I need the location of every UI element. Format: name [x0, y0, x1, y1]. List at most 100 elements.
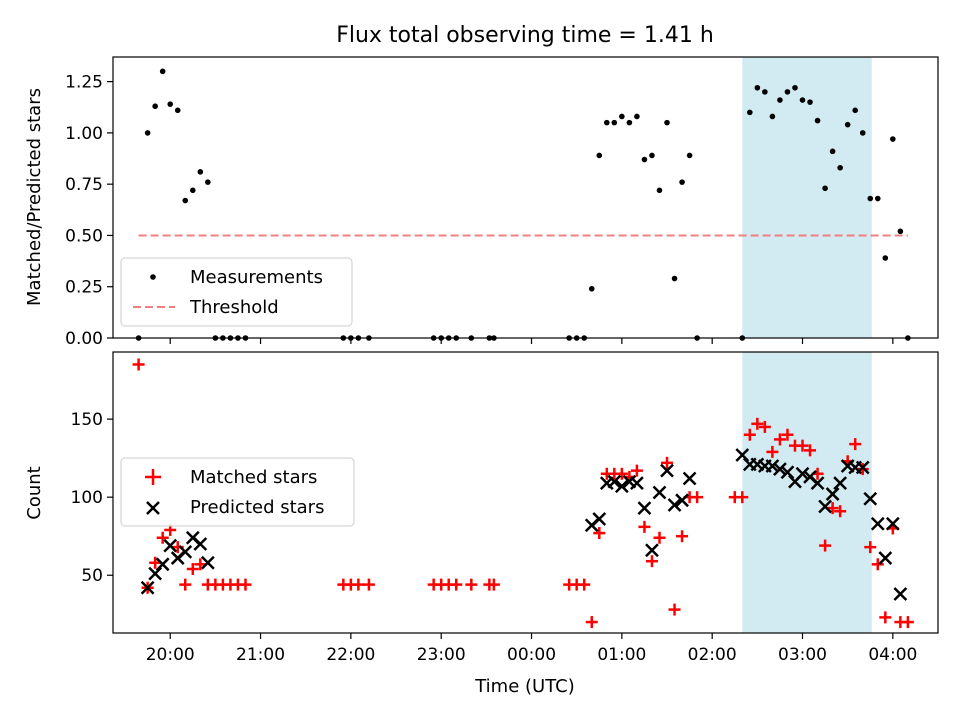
measurement-point: [852, 107, 858, 114]
measurement-point: [144, 130, 151, 136]
matched-star-point: [796, 439, 809, 452]
predicted-star-point: [833, 476, 848, 491]
matched-stars-points: [132, 358, 914, 629]
measurement-point: [777, 97, 783, 103]
measurement-point: [596, 152, 603, 159]
matched-star-point: [743, 428, 756, 441]
predicted-star-point: [885, 516, 900, 531]
measurement-point: [641, 156, 648, 163]
predicted-star-point: [735, 448, 750, 462]
predicted-star-point: [870, 516, 885, 531]
predicted-star-point: [614, 479, 629, 494]
measurement-point: [197, 169, 204, 175]
predicted-star-point: [675, 493, 689, 508]
bottom-legend: Matched stars Predicted stars: [120, 457, 355, 527]
predicted-star-point: [645, 543, 659, 558]
matched-star-point: [132, 358, 145, 371]
bottom-x-tick-label: 20:00: [146, 645, 195, 665]
matched-star-point: [819, 539, 832, 552]
measurement-point: [784, 89, 791, 95]
top-y-tick-label: 1.25: [65, 73, 103, 93]
matched-star-point: [661, 456, 674, 469]
measurement-point: [626, 119, 633, 126]
measurement-point: [649, 152, 655, 159]
measurement-point: [159, 68, 166, 75]
top-y-tick-label: 0.75: [65, 175, 103, 195]
matched-star-point: [638, 520, 651, 533]
predicted-star-point: [825, 487, 840, 501]
measurement-point: [867, 195, 874, 202]
matched-star-point: [766, 445, 779, 458]
measurement-point: [611, 119, 618, 126]
matched-star-point: [239, 578, 252, 591]
predicted-star-point: [765, 459, 780, 473]
bottom-x-tick-label: 03:00: [778, 645, 827, 665]
legend-matched-label: Matched stars: [190, 467, 317, 488]
top-legend-box: [120, 257, 353, 327]
measurement-point: [664, 119, 670, 126]
measurement-point: [656, 187, 663, 194]
measurement-point: [679, 179, 685, 185]
matched-star-point: [691, 491, 704, 504]
predicted-star-point: [818, 499, 832, 514]
measurement-point: [747, 109, 753, 116]
measurement-point: [762, 89, 768, 95]
top-legend: Measurements Threshold: [120, 257, 353, 327]
bottom-y-tick-label: 50: [81, 566, 103, 586]
matched-star-point: [578, 578, 591, 591]
measurement-point: [859, 130, 866, 136]
bottom-x-tick-label: 04:00: [868, 645, 917, 665]
legend-threshold-label: Threshold: [189, 297, 279, 318]
measurement-point: [634, 113, 640, 120]
predicted-star-point: [863, 491, 878, 506]
legend-matched-marker: [145, 469, 161, 485]
top-y-tick-label: 0.50: [65, 226, 103, 246]
bottom-y-tick-label: 100: [71, 488, 103, 508]
top-x-ticks: [169, 338, 894, 344]
bottom-y-label: Count: [24, 466, 45, 519]
measurement-point: [603, 119, 610, 126]
measurement-point: [882, 255, 889, 261]
bottom-legend-box: [120, 457, 355, 527]
predicted-star-point: [795, 466, 810, 481]
predicted-star-point: [682, 471, 697, 486]
predicted-star-point: [660, 463, 674, 478]
matched-star-point: [615, 467, 628, 480]
matched-star-point: [804, 444, 817, 457]
top-panel: 0.00 0.25 0.50 0.75 1.00 1.25 Matched/Predict…: [24, 56, 939, 349]
measurement-point: [822, 185, 828, 192]
legend-predicted-marker: [146, 501, 160, 515]
predicted-star-point: [607, 474, 622, 489]
matched-star-point: [630, 464, 643, 477]
predicted-star-point: [893, 587, 908, 601]
predicted-star-point: [810, 476, 825, 491]
matched-star-point: [194, 558, 207, 571]
measurement-point: [686, 152, 693, 159]
matched-star-point: [585, 616, 598, 629]
bottom-y-tick-label: 150: [71, 410, 103, 430]
predicted-star-point: [637, 501, 652, 515]
predicted-star-point: [630, 476, 644, 491]
measurement-point: [588, 285, 595, 292]
bottom-x-tick-label: 01:00: [597, 645, 646, 665]
predicted-star-point: [178, 544, 193, 559]
measurement-point: [189, 187, 196, 194]
measurement-point: [754, 84, 761, 91]
bottom-axes-frame: [112, 351, 939, 634]
matched-star-point: [849, 438, 862, 451]
predicted-star-point: [163, 538, 178, 553]
matched-star-point: [156, 531, 169, 544]
chart-title: Flux total observing time = 1.41 h: [336, 23, 714, 48]
measurement-point: [897, 228, 904, 235]
measurement-point: [814, 117, 821, 124]
matched-star-point: [758, 420, 771, 433]
predicted-star-point: [667, 498, 682, 512]
measurement-point: [807, 99, 813, 105]
legend-measurements-marker: [150, 274, 156, 280]
bottom-x-tick-label: 02:00: [688, 645, 737, 665]
predicted-star-point: [878, 551, 893, 565]
predicted-star-point: [592, 512, 607, 526]
measurement-point: [792, 84, 798, 91]
matched-star-point: [653, 531, 666, 544]
bottom-x-tick-label: 23:00: [417, 645, 466, 665]
